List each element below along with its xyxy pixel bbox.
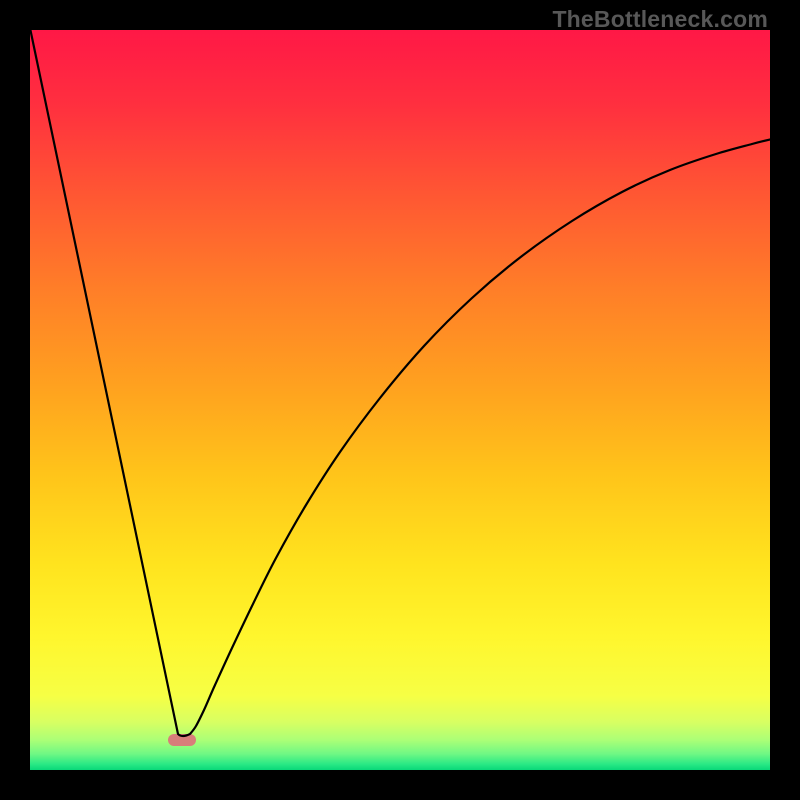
chart-svg bbox=[0, 0, 800, 800]
plot-background-gradient bbox=[30, 30, 770, 770]
watermark-text: TheBottleneck.com bbox=[552, 6, 768, 33]
chart-frame: TheBottleneck.com bbox=[0, 0, 800, 800]
